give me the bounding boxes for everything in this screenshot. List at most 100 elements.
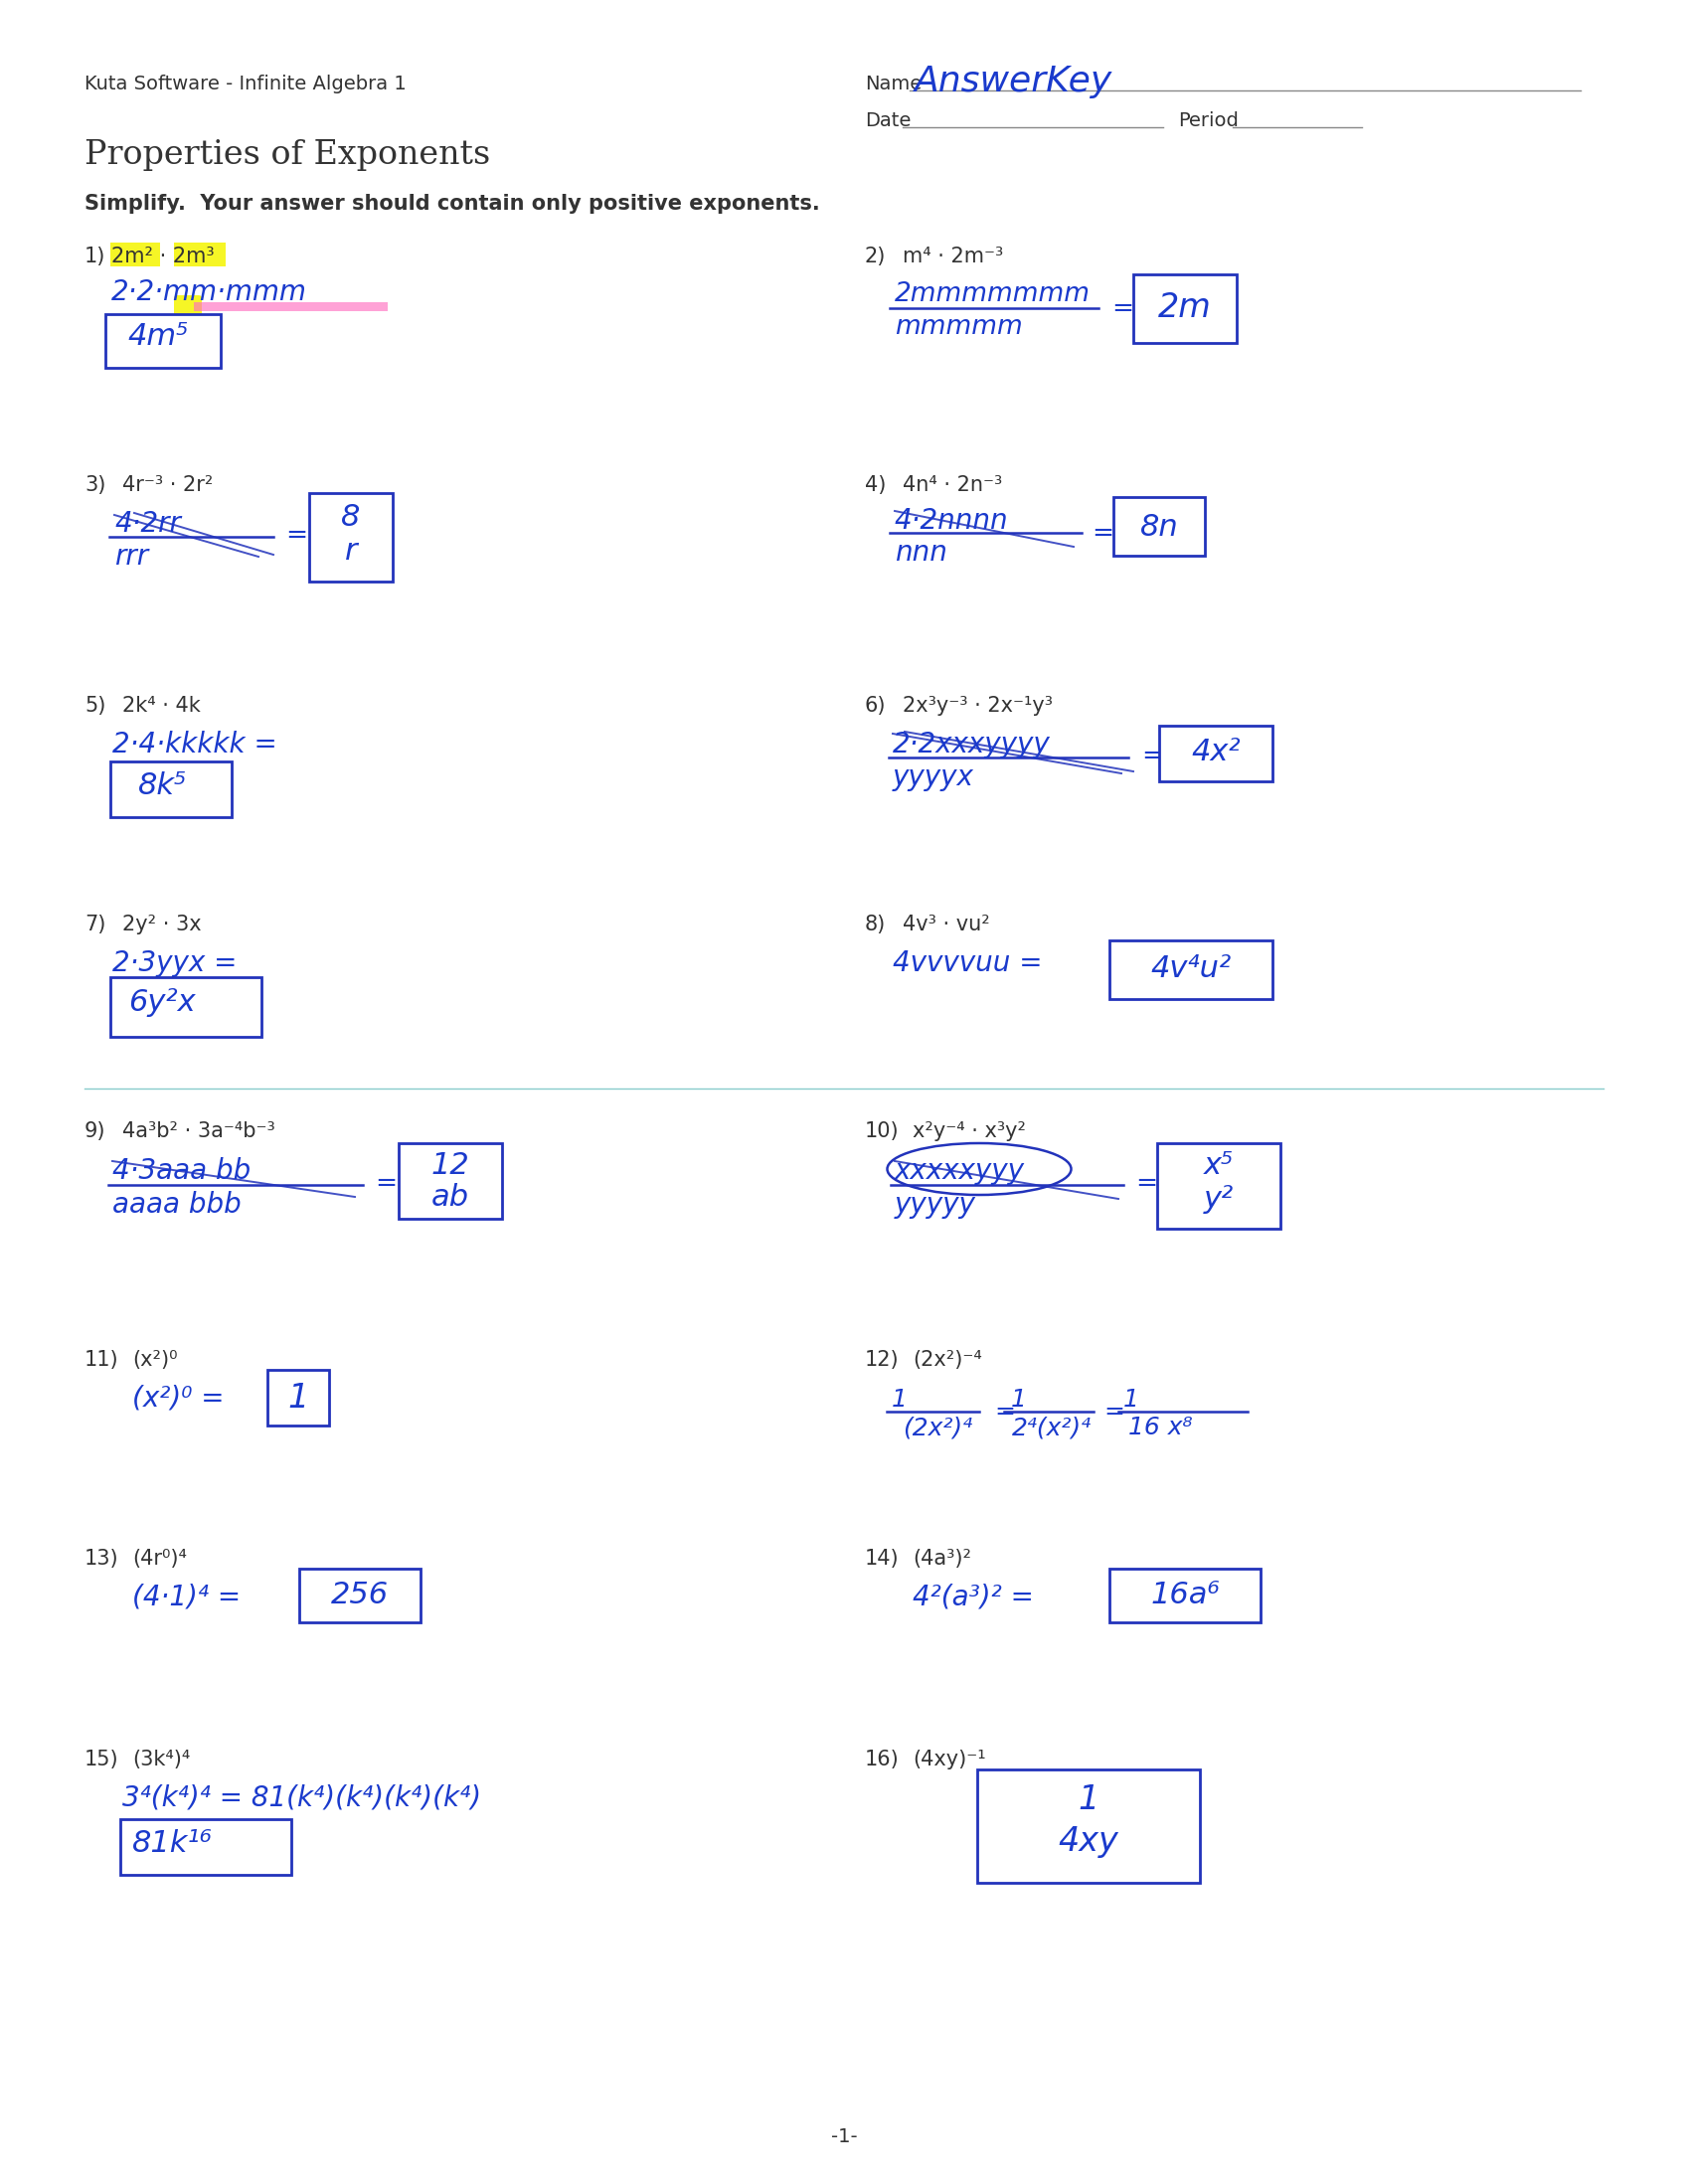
Text: 1: 1 [287, 1382, 309, 1415]
Text: 3): 3) [84, 476, 106, 496]
Text: 2·3yyx =: 2·3yyx = [113, 950, 236, 976]
FancyBboxPatch shape [174, 242, 226, 266]
Text: 4·2nnnn: 4·2nnnn [895, 507, 1009, 535]
Text: =: = [1104, 1400, 1124, 1424]
Text: 4²(a³)² =: 4²(a³)² = [913, 1583, 1033, 1610]
Text: 4·2rr: 4·2rr [115, 511, 181, 537]
FancyBboxPatch shape [1158, 1142, 1281, 1230]
Text: 81k¹⁶: 81k¹⁶ [132, 1830, 213, 1859]
Text: 4vvvvuu =: 4vvvvuu = [893, 950, 1041, 976]
Text: 4m⁵: 4m⁵ [127, 321, 189, 352]
Text: (4xy)⁻¹: (4xy)⁻¹ [913, 1749, 986, 1769]
Text: 5): 5) [84, 697, 106, 716]
Text: 8): 8) [864, 915, 886, 935]
Text: 4): 4) [864, 476, 886, 496]
Text: 16 x⁸: 16 x⁸ [1128, 1415, 1192, 1439]
Text: aaaa bbb: aaaa bbb [113, 1190, 241, 1219]
Text: 2y² · 3x: 2y² · 3x [122, 915, 201, 935]
Text: 4r⁻³ · 2r²: 4r⁻³ · 2r² [122, 476, 213, 496]
FancyBboxPatch shape [299, 1568, 420, 1623]
Text: 2m: 2m [1158, 290, 1212, 323]
Text: yyyyy: yyyyy [895, 1190, 976, 1219]
Text: 6y²x: 6y²x [128, 987, 196, 1018]
Text: r: r [344, 537, 358, 566]
Text: Simplify.  Your answer should contain only positive exponents.: Simplify. Your answer should contain onl… [84, 194, 820, 214]
Text: 4v⁴u²: 4v⁴u² [1151, 954, 1231, 983]
Text: 8: 8 [341, 502, 361, 533]
Text: 1: 1 [1124, 1387, 1139, 1411]
Text: Date: Date [864, 111, 912, 131]
Text: 2mmmmmmm: 2mmmmmmm [895, 282, 1090, 308]
Text: 4·3aaa bb: 4·3aaa bb [113, 1158, 252, 1186]
FancyBboxPatch shape [174, 295, 203, 317]
Text: (4a³)²: (4a³)² [913, 1548, 971, 1568]
Text: 10): 10) [864, 1120, 900, 1142]
Text: 13): 13) [84, 1548, 118, 1568]
Text: =: = [375, 1171, 397, 1197]
Text: AnswerKey: AnswerKey [915, 66, 1112, 98]
FancyBboxPatch shape [1133, 275, 1237, 343]
FancyBboxPatch shape [110, 242, 160, 266]
Text: 3⁴(k⁴)⁴ = 81(k⁴)(k⁴)(k⁴)(k⁴): 3⁴(k⁴)⁴ = 81(k⁴)(k⁴)(k⁴)(k⁴) [122, 1784, 481, 1811]
FancyBboxPatch shape [1109, 941, 1273, 998]
Text: xxxxxyyy: xxxxxyyy [895, 1158, 1025, 1186]
Text: 2m² · 2m³: 2m² · 2m³ [111, 247, 214, 266]
Text: (4r⁰)⁴: (4r⁰)⁴ [132, 1548, 187, 1568]
Text: Period: Period [1178, 111, 1239, 131]
Text: 1: 1 [891, 1387, 908, 1411]
FancyBboxPatch shape [1160, 725, 1273, 782]
Text: 2·2·mm·mmm: 2·2·mm·mmm [111, 277, 307, 306]
Text: 12: 12 [430, 1151, 469, 1179]
Text: (x²)⁰: (x²)⁰ [132, 1350, 177, 1369]
Text: 12): 12) [864, 1350, 900, 1369]
Text: x²y⁻⁴ · x³y²: x²y⁻⁴ · x³y² [913, 1120, 1026, 1142]
Text: 6): 6) [864, 697, 886, 716]
FancyBboxPatch shape [110, 976, 262, 1037]
Text: 7): 7) [84, 915, 106, 935]
FancyBboxPatch shape [105, 314, 221, 367]
Text: rrr: rrr [115, 544, 149, 570]
Text: 16a⁶: 16a⁶ [1150, 1581, 1220, 1610]
FancyBboxPatch shape [977, 1769, 1200, 1883]
Text: 16): 16) [864, 1749, 900, 1769]
FancyBboxPatch shape [1109, 1568, 1261, 1623]
Text: =: = [994, 1400, 1014, 1424]
Text: (x²)⁰ =: (x²)⁰ = [132, 1385, 225, 1411]
Text: nnn: nnn [895, 539, 947, 566]
Text: 4xy: 4xy [1058, 1826, 1119, 1859]
Text: 4x²: 4x² [1192, 738, 1241, 767]
FancyBboxPatch shape [120, 1819, 292, 1874]
Text: 14): 14) [864, 1548, 900, 1568]
Text: 1): 1) [84, 247, 106, 266]
Text: 2k⁴ · 4k: 2k⁴ · 4k [122, 697, 201, 716]
Text: =: = [1141, 743, 1163, 769]
FancyBboxPatch shape [194, 301, 388, 310]
Text: 1: 1 [1079, 1784, 1099, 1817]
Text: (4·1)⁴ =: (4·1)⁴ = [132, 1583, 241, 1610]
FancyBboxPatch shape [309, 494, 393, 581]
Text: mmmmm: mmmmm [895, 314, 1023, 341]
Text: =: = [1092, 522, 1114, 546]
Text: Kuta Software - Infinite Algebra 1: Kuta Software - Infinite Algebra 1 [84, 74, 407, 94]
Text: 11): 11) [84, 1350, 118, 1369]
FancyBboxPatch shape [267, 1369, 329, 1426]
Text: 2·2xxxyyyy: 2·2xxxyyyy [893, 732, 1050, 758]
Text: -1-: -1- [830, 2127, 858, 2147]
Text: =: = [285, 522, 307, 548]
Text: 256: 256 [331, 1581, 388, 1610]
Text: (2x²)⁻⁴: (2x²)⁻⁴ [913, 1350, 982, 1369]
Text: (2x²)⁴: (2x²)⁴ [903, 1415, 972, 1439]
Text: Name: Name [864, 74, 922, 94]
FancyBboxPatch shape [110, 762, 231, 817]
Text: x⁵: x⁵ [1204, 1151, 1234, 1179]
Text: 4a³b² · 3a⁻⁴b⁻³: 4a³b² · 3a⁻⁴b⁻³ [122, 1120, 275, 1142]
Text: (3k⁴)⁴: (3k⁴)⁴ [132, 1749, 191, 1769]
FancyBboxPatch shape [1114, 498, 1205, 555]
Text: Properties of Exponents: Properties of Exponents [84, 140, 490, 170]
Text: 2⁴(x²)⁴: 2⁴(x²)⁴ [1013, 1415, 1092, 1439]
Text: 9): 9) [84, 1120, 106, 1142]
Text: 4v³ · vu²: 4v³ · vu² [903, 915, 989, 935]
Text: =: = [1136, 1171, 1158, 1197]
Text: 8n: 8n [1139, 513, 1178, 542]
Text: 4n⁴ · 2n⁻³: 4n⁴ · 2n⁻³ [903, 476, 1003, 496]
